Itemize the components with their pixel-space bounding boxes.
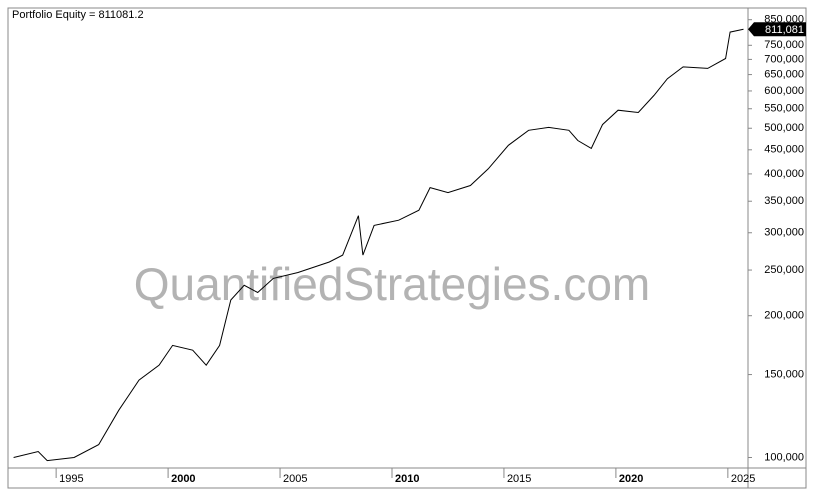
frame bbox=[7, 7, 807, 489]
y-tick-label: 300,000 bbox=[764, 227, 804, 239]
watermark: QuantifiedStrategies.com bbox=[134, 258, 651, 310]
y-tick-label: 150,000 bbox=[764, 368, 804, 380]
value-tag bbox=[748, 22, 806, 37]
x-tick-label: 2010 bbox=[395, 473, 419, 485]
y-tick-label: 600,000 bbox=[764, 85, 804, 97]
y-tick-label: 200,000 bbox=[764, 310, 804, 322]
x-tick-label: 1995 bbox=[59, 473, 83, 485]
value-label: 811,081 bbox=[765, 24, 804, 36]
y-tick-label: 350,000 bbox=[764, 195, 804, 207]
y-tick-label: 700,000 bbox=[764, 53, 804, 65]
x-tick-label: 2020 bbox=[619, 473, 643, 485]
y-tick-label: 400,000 bbox=[764, 168, 804, 180]
chart-title: Portfolio Equity = 811081.2 bbox=[12, 9, 144, 21]
y-tick-label: 500,000 bbox=[764, 122, 804, 134]
y-tick-label: 550,000 bbox=[764, 103, 804, 115]
x-tick-label: 2000 bbox=[171, 473, 195, 485]
y-tick-label: 650,000 bbox=[764, 68, 804, 80]
y-tick-label: 450,000 bbox=[764, 144, 804, 156]
y-tick-label: 750,000 bbox=[764, 39, 804, 51]
x-tick-label: 2015 bbox=[507, 473, 531, 485]
y-tick-label: 100,000 bbox=[764, 451, 804, 463]
y-tick-label: 250,000 bbox=[764, 264, 804, 276]
x-tick-label: 2025 bbox=[731, 473, 755, 485]
equity-line bbox=[13, 28, 744, 462]
x-tick-label: 2005 bbox=[283, 473, 307, 485]
